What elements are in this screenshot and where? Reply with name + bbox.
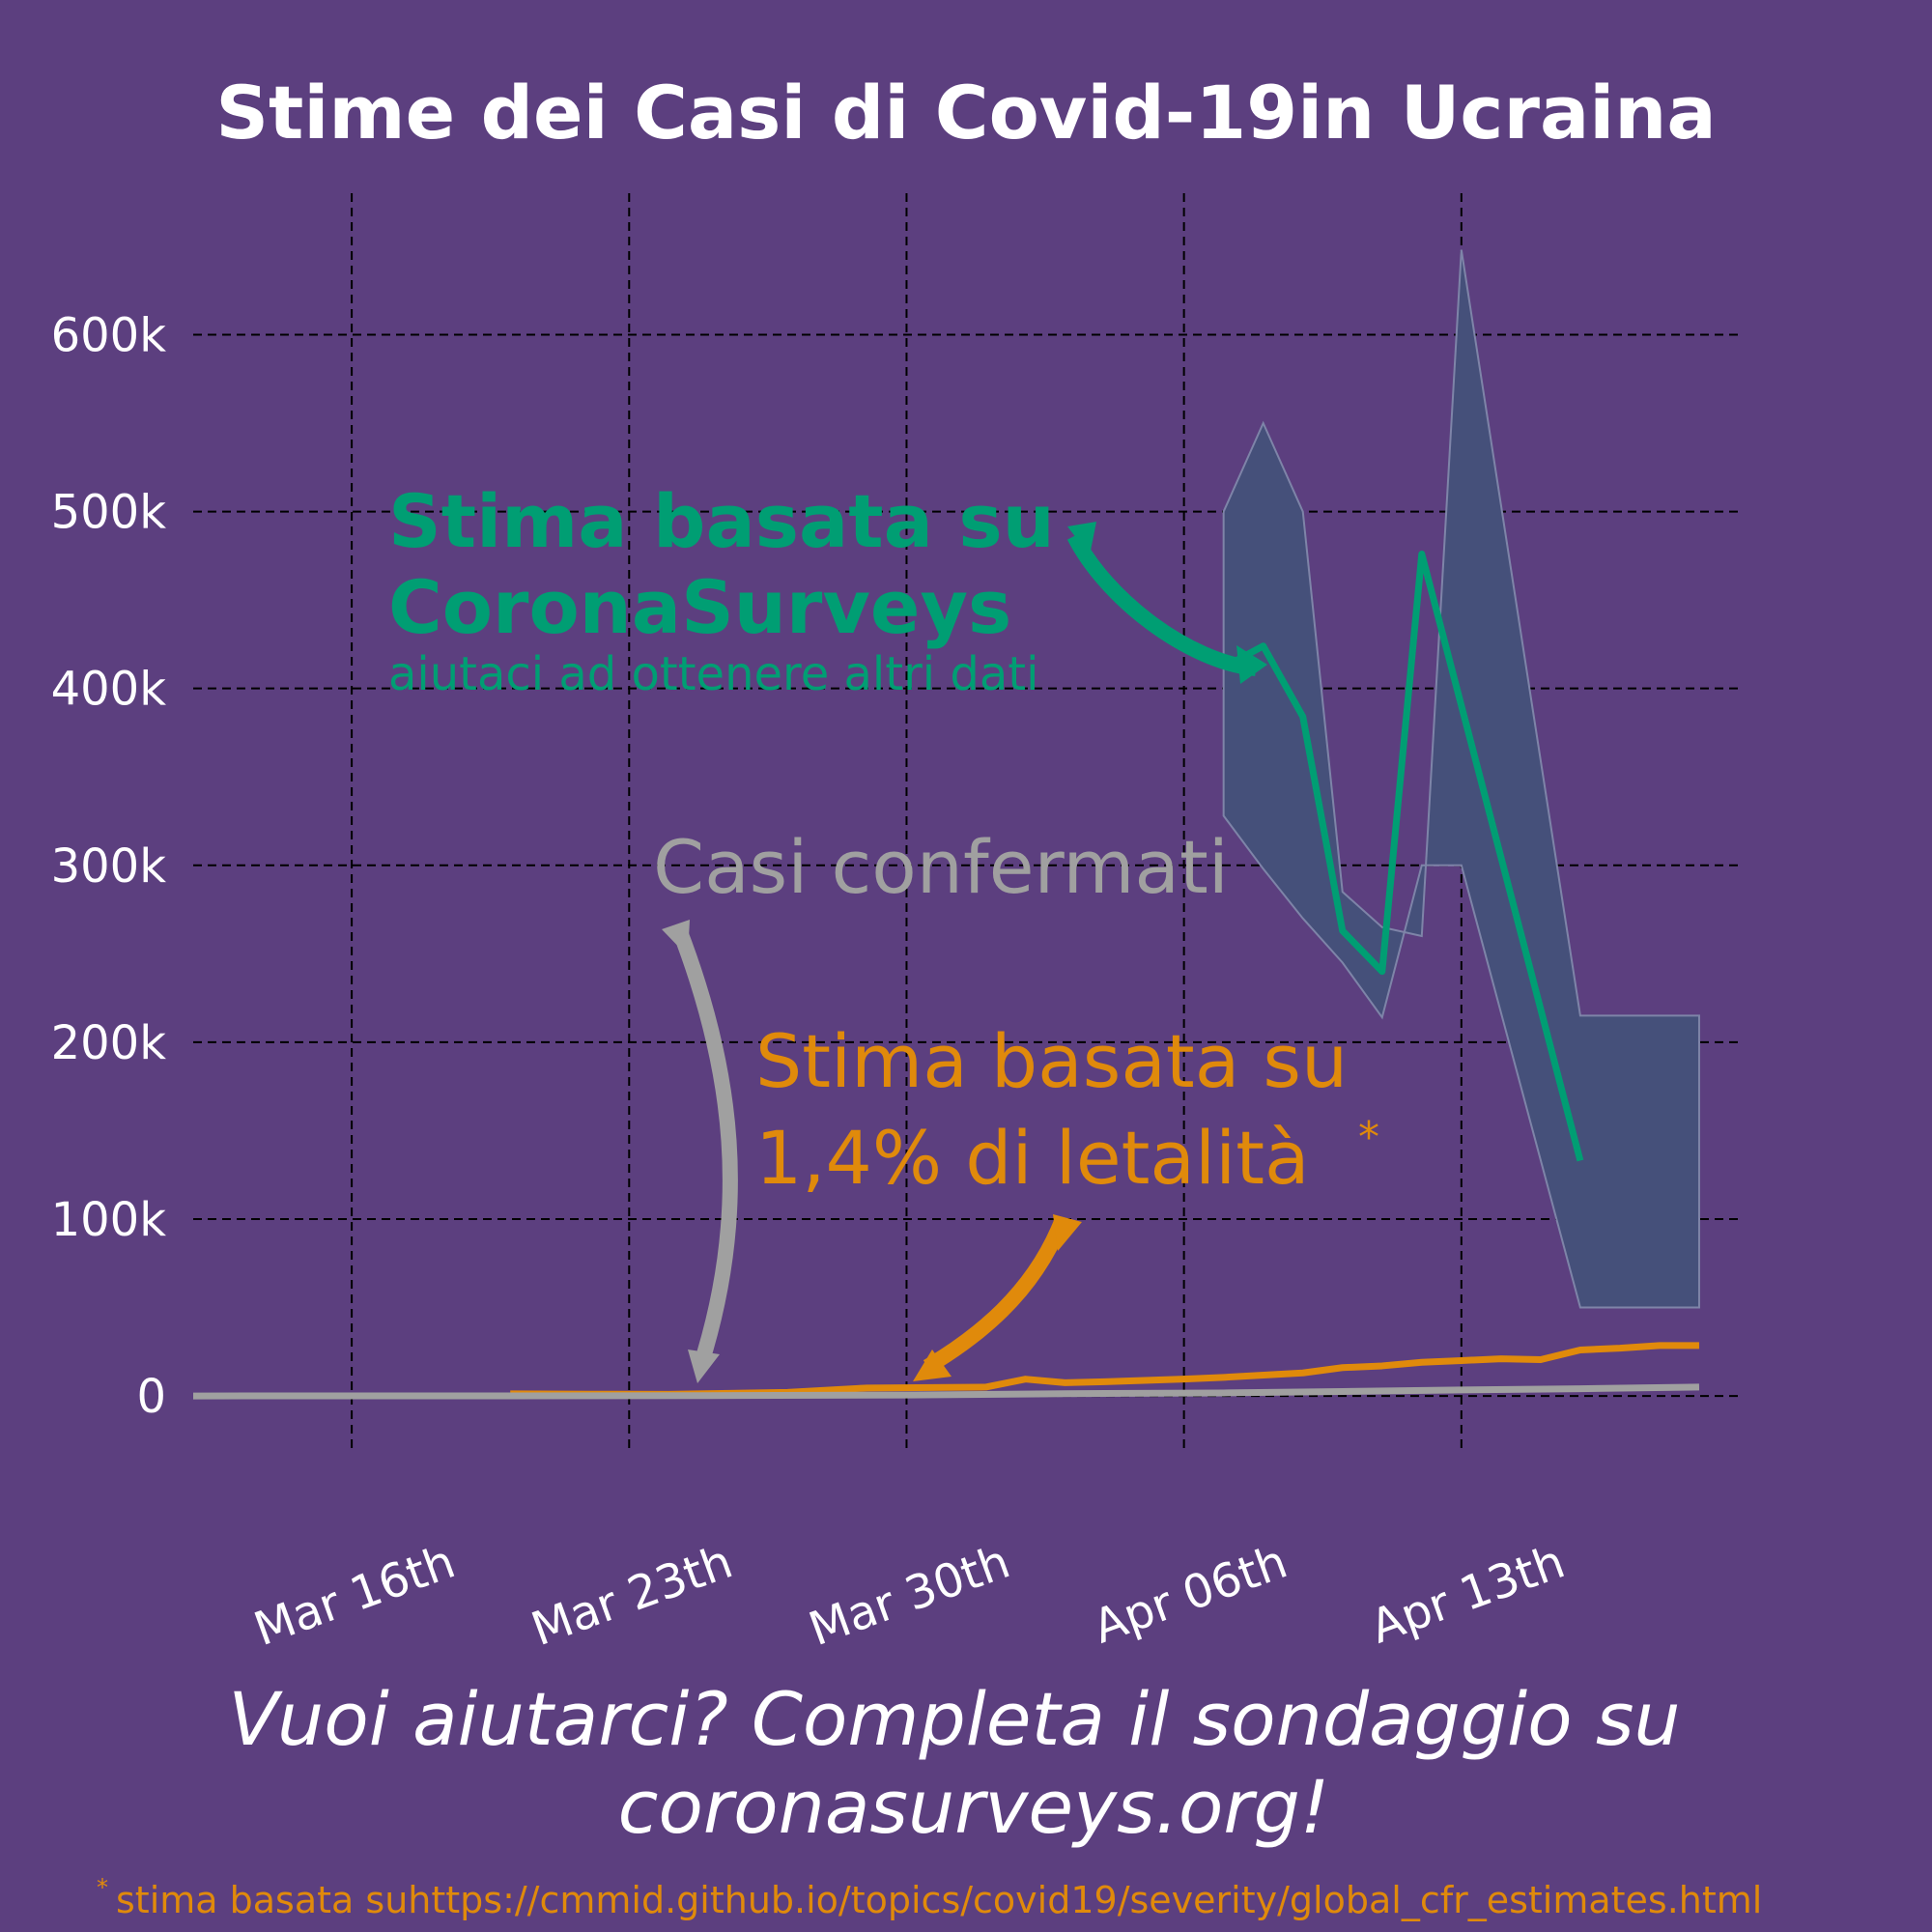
y-axis-ticks: 0 100k 200k 300k 400k 500k 600k: [51, 308, 167, 1424]
y-tick-label-2: 200k: [51, 1016, 167, 1070]
y-tick-label-6: 600k: [51, 308, 167, 362]
band-area: [1222, 249, 1700, 1309]
orange-annotation-line1: Stima basata su: [755, 1018, 1348, 1104]
green-annotation-line2: CoronaSurveys: [388, 564, 1011, 650]
grey-arrow: [662, 920, 738, 1383]
chart-title: Stime dei Casi di Covid-19in Ucraina: [215, 70, 1716, 156]
x-tick-label-0: Mar 16th: [247, 1535, 462, 1658]
y-tick-label-4: 400k: [51, 663, 167, 717]
series-line-0: [1222, 551, 1584, 1162]
footnote-asterisk: *: [97, 1874, 108, 1901]
x-axis-ticks: Mar 16th Mar 23th Mar 30th Apr 06th Apr 13th: [247, 1535, 1572, 1658]
green-annotation-subtitle: aiutaci ad ottenere altri dati: [388, 647, 1038, 701]
y-tick-label-1: 100k: [51, 1193, 167, 1247]
orange-annotation-line2: 1,4% di letalità: [755, 1115, 1310, 1201]
green-annotation-line1: Stima basata su: [388, 478, 1055, 564]
footnote-text: stima basata suhttps://cmmid.github.io/t…: [116, 1879, 1762, 1921]
orange-arrow: [913, 1214, 1082, 1381]
grey-annotation: Casi confermati: [653, 824, 1229, 910]
x-tick-label-4: Apr 13th: [1364, 1535, 1572, 1655]
y-tick-label-0: 0: [136, 1370, 166, 1424]
green-arrow: [1066, 522, 1267, 684]
orange-annotation-asterisk: *: [1358, 1113, 1379, 1162]
series-line-2: [192, 1383, 1700, 1400]
x-tick-label-1: Mar 23th: [525, 1535, 739, 1658]
series-line-1: [510, 1342, 1699, 1398]
cta-line2: coronasurveys.org!: [618, 1764, 1330, 1850]
x-tick-label-2: Mar 30th: [802, 1535, 1016, 1658]
cta-line1: Vuoi aiutarci? Completa il sondaggio su: [228, 1676, 1680, 1762]
series-lines: [192, 551, 1700, 1400]
estimate-band: [1222, 249, 1700, 1309]
y-tick-label-3: 300k: [51, 839, 167, 894]
grid: [193, 193, 1739, 1449]
y-tick-label-5: 500k: [51, 486, 167, 540]
x-tick-label-3: Apr 06th: [1087, 1535, 1294, 1655]
